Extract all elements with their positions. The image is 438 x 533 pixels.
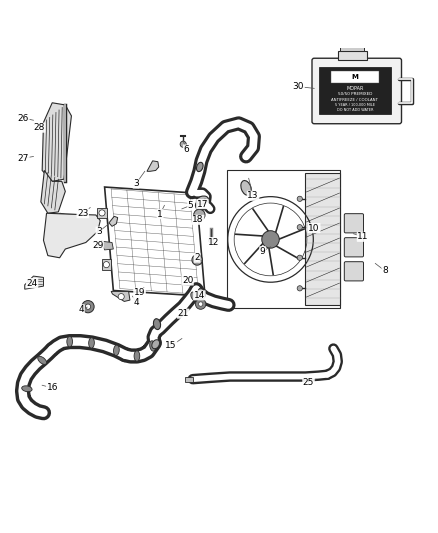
Polygon shape xyxy=(43,213,100,258)
Text: 5 YEAR / 100,000 MILE: 5 YEAR / 100,000 MILE xyxy=(335,103,375,107)
FancyBboxPatch shape xyxy=(344,262,364,281)
Bar xyxy=(185,376,193,382)
FancyBboxPatch shape xyxy=(312,58,402,124)
Text: 27: 27 xyxy=(18,154,29,163)
Text: 30: 30 xyxy=(293,82,304,91)
Circle shape xyxy=(262,231,279,248)
Ellipse shape xyxy=(196,196,208,204)
Polygon shape xyxy=(42,103,71,181)
Text: 21: 21 xyxy=(177,309,189,318)
Text: 23: 23 xyxy=(77,209,88,218)
Ellipse shape xyxy=(22,386,32,392)
Text: 19: 19 xyxy=(134,288,145,297)
Bar xyxy=(319,67,392,114)
Ellipse shape xyxy=(241,181,251,195)
Circle shape xyxy=(297,255,302,261)
Text: MOPAR: MOPAR xyxy=(346,86,364,91)
Text: 2: 2 xyxy=(194,253,200,262)
Text: 5: 5 xyxy=(188,201,194,210)
Circle shape xyxy=(198,302,203,306)
Circle shape xyxy=(118,294,124,300)
Ellipse shape xyxy=(153,319,161,329)
Ellipse shape xyxy=(67,336,73,347)
Ellipse shape xyxy=(134,351,140,361)
Bar xyxy=(97,208,107,218)
Text: 4: 4 xyxy=(79,305,84,314)
Circle shape xyxy=(297,224,302,230)
Text: 3: 3 xyxy=(96,227,102,236)
Circle shape xyxy=(192,255,202,265)
Circle shape xyxy=(82,301,94,313)
FancyBboxPatch shape xyxy=(344,214,364,233)
Polygon shape xyxy=(105,187,205,296)
Circle shape xyxy=(208,238,214,243)
Text: ANTIFREEZE / COOLANT: ANTIFREEZE / COOLANT xyxy=(332,98,378,102)
Polygon shape xyxy=(101,241,113,250)
Text: 25: 25 xyxy=(303,378,314,387)
Text: 16: 16 xyxy=(46,383,58,392)
Circle shape xyxy=(297,196,302,201)
Polygon shape xyxy=(305,173,340,305)
Polygon shape xyxy=(60,213,87,228)
Text: 3: 3 xyxy=(133,179,139,188)
Text: 50/50 PREMIXED: 50/50 PREMIXED xyxy=(338,92,372,96)
Polygon shape xyxy=(25,276,43,289)
Text: 8: 8 xyxy=(382,266,388,276)
Ellipse shape xyxy=(152,340,159,349)
Bar xyxy=(340,46,364,51)
Ellipse shape xyxy=(113,345,119,356)
Text: 13: 13 xyxy=(247,191,259,200)
Text: 20: 20 xyxy=(182,276,193,285)
Text: DO NOT ADD WATER: DO NOT ADD WATER xyxy=(336,108,373,112)
Polygon shape xyxy=(109,216,118,227)
Text: 17: 17 xyxy=(197,199,208,208)
Text: 24: 24 xyxy=(27,279,38,288)
Ellipse shape xyxy=(198,288,205,299)
Ellipse shape xyxy=(38,357,46,365)
Ellipse shape xyxy=(197,163,203,172)
Circle shape xyxy=(180,141,186,147)
Text: 6: 6 xyxy=(184,145,189,154)
Circle shape xyxy=(297,286,302,291)
Polygon shape xyxy=(41,171,65,213)
Ellipse shape xyxy=(88,338,94,348)
Text: 14: 14 xyxy=(194,291,205,300)
Text: 10: 10 xyxy=(308,223,320,232)
Circle shape xyxy=(103,262,110,268)
Polygon shape xyxy=(227,169,340,308)
Circle shape xyxy=(85,304,91,309)
Text: M: M xyxy=(351,74,358,80)
Text: 29: 29 xyxy=(92,241,103,250)
Text: 9: 9 xyxy=(260,247,265,256)
Ellipse shape xyxy=(191,292,197,301)
Text: 12: 12 xyxy=(208,238,219,247)
Ellipse shape xyxy=(150,341,155,351)
Bar xyxy=(102,260,111,270)
Text: 18: 18 xyxy=(192,215,204,224)
Bar xyxy=(338,51,367,60)
Text: 1: 1 xyxy=(157,209,163,219)
FancyBboxPatch shape xyxy=(344,238,364,257)
Text: 15: 15 xyxy=(165,342,177,351)
Circle shape xyxy=(99,210,105,216)
Text: 28: 28 xyxy=(33,123,45,132)
Text: 26: 26 xyxy=(18,114,29,123)
Circle shape xyxy=(194,209,205,221)
Bar xyxy=(331,71,379,83)
Polygon shape xyxy=(147,161,159,171)
Circle shape xyxy=(195,258,199,262)
Text: 11: 11 xyxy=(357,232,369,241)
Polygon shape xyxy=(111,292,130,302)
Circle shape xyxy=(195,299,206,309)
Text: 4: 4 xyxy=(133,298,139,307)
